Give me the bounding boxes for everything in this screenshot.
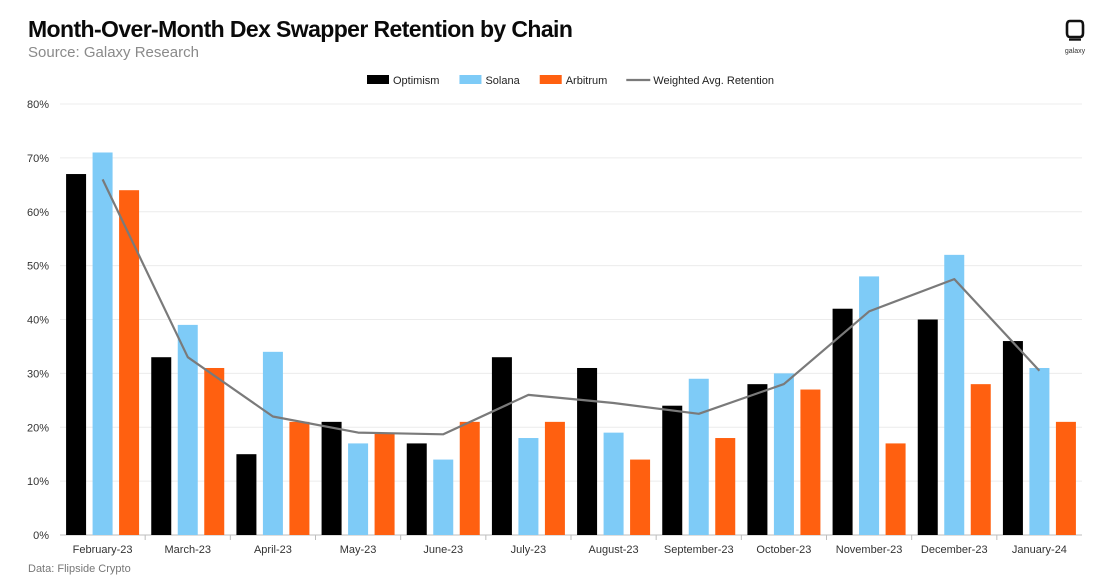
bar-optimism <box>406 443 427 535</box>
bar-solana <box>1029 367 1050 535</box>
legend: Optimism Solana Arbitrum Weighted Avg. Rete… <box>367 75 774 87</box>
legend-label-arbitrum: Arbitrum <box>566 75 608 87</box>
bar-optimism <box>832 308 853 535</box>
bar-optimism <box>747 384 768 535</box>
x-tick-label: February-23 <box>73 544 133 556</box>
bar-solana <box>518 438 539 535</box>
y-tick-label: 80% <box>27 99 49 111</box>
x-tick-label: June-23 <box>423 544 463 556</box>
chart-title: Month-Over-Month Dex Swapper Retention b… <box>28 16 573 42</box>
bar-arbitrum <box>715 438 736 535</box>
legend-label-solana: Solana <box>485 75 520 87</box>
bar-arbitrum <box>119 190 140 535</box>
bar-optimism <box>662 405 683 535</box>
x-tick-label: July-23 <box>511 544 546 556</box>
y-tick-label: 30% <box>27 368 49 380</box>
bar-arbitrum <box>289 421 310 535</box>
y-tick-label: 50% <box>27 261 49 273</box>
bar-arbitrum <box>800 389 821 535</box>
bar-solana <box>688 378 709 535</box>
bar-optimism <box>1002 341 1023 535</box>
bar-arbitrum <box>885 443 906 535</box>
bars <box>66 152 1076 536</box>
bar-solana <box>177 324 198 535</box>
galaxy-logo-icon <box>1065 19 1085 41</box>
legend-label-optimism: Optimism <box>393 75 439 87</box>
y-tick-label: 60% <box>27 207 49 219</box>
bar-arbitrum <box>630 459 651 535</box>
y-tick-label: 70% <box>27 153 49 165</box>
x-tick-label: October-23 <box>756 544 811 556</box>
bar-arbitrum <box>970 384 991 535</box>
y-tick-label: 0% <box>33 530 49 542</box>
gridlines <box>60 103 1082 536</box>
x-tick-label: January-24 <box>1012 544 1067 556</box>
bar-solana <box>433 459 454 535</box>
y-axis-ticks: 0% 10% 20% 30% 40% 50% 60% 70% 80% <box>27 99 49 542</box>
galaxy-logo: galaxy <box>1060 18 1090 55</box>
bar-arbitrum <box>374 432 395 535</box>
x-tick-label: December-23 <box>921 544 988 556</box>
y-tick-label: 20% <box>27 422 49 434</box>
logo-text: galaxy <box>1064 48 1086 55</box>
x-tick-label: November-23 <box>836 544 903 556</box>
bar-optimism <box>321 421 342 535</box>
y-tick-label: 10% <box>27 476 49 488</box>
legend-label-weighted-avg-retention: Weighted Avg. Retention <box>653 75 774 87</box>
bar-arbitrum <box>459 421 480 535</box>
bar-arbitrum <box>204 367 225 535</box>
bar-solana <box>92 152 113 536</box>
weighted-avg-retention-line <box>101 178 1041 436</box>
bar-solana <box>348 443 369 535</box>
y-tick-label: 40% <box>27 315 49 327</box>
x-tick-label: April-23 <box>254 544 292 556</box>
bar-optimism <box>236 454 257 535</box>
bar-arbitrum <box>1055 421 1076 535</box>
bar-solana <box>773 373 794 535</box>
bar-optimism <box>917 319 938 535</box>
data-source-note: Data: Flipside Crypto <box>28 563 131 575</box>
legend-swatch-solana <box>459 75 482 84</box>
chart-subtitle: Source: Galaxy Research <box>28 44 199 61</box>
x-tick-label: March-23 <box>165 544 211 556</box>
bar-optimism <box>577 367 598 535</box>
bar-optimism <box>151 357 172 535</box>
x-tick-label: August-23 <box>589 544 639 556</box>
legend-swatch-arbitrum <box>539 75 562 84</box>
legend-swatch-optimism <box>367 75 389 84</box>
bar-optimism <box>66 174 87 535</box>
bar-optimism <box>491 357 512 535</box>
bar-solana <box>603 432 624 535</box>
bar-solana <box>859 276 880 535</box>
x-axis-ticks: February-23 March-23 April-23 May-23 June-23… <box>73 535 1067 556</box>
x-tick-label: May-23 <box>340 544 377 556</box>
bar-solana <box>262 351 283 535</box>
bar-arbitrum <box>544 421 565 535</box>
bar-solana <box>944 254 965 535</box>
x-tick-label: September-23 <box>664 544 734 556</box>
weighted-avg-line-group <box>101 178 1041 436</box>
